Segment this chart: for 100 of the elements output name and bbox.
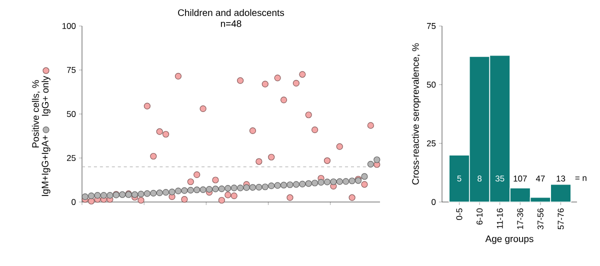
annotation: 13 — [556, 176, 566, 182]
point — [131, 191, 138, 198]
x-tick-label: 11-16 — [496, 208, 503, 228]
point — [299, 71, 306, 78]
y-tick-label: 25 — [66, 155, 76, 161]
point — [162, 130, 170, 138]
y-axis-title: Positive cells, % — [32, 80, 40, 148]
point — [286, 194, 294, 201]
point — [200, 105, 206, 112]
point — [212, 176, 219, 184]
point — [348, 178, 356, 184]
y-tick-label: 25 — [426, 140, 436, 146]
point — [361, 181, 368, 188]
legend-label: IgM+IgG+IgA+ — [42, 135, 50, 196]
point — [274, 74, 281, 82]
annotation: 8 — [478, 176, 482, 182]
point — [174, 188, 182, 194]
point — [256, 158, 262, 165]
point — [162, 189, 170, 196]
point — [187, 178, 194, 186]
point — [144, 102, 150, 110]
point — [156, 190, 163, 196]
chart-subtitle: n=48 — [220, 20, 242, 27]
point — [150, 190, 157, 196]
annotation: 47 — [536, 176, 545, 182]
point — [330, 178, 337, 186]
point — [292, 181, 300, 188]
point — [181, 187, 188, 194]
y-tick-label: 50 — [426, 82, 436, 88]
x-tick-label: 37-56 — [537, 208, 544, 230]
point — [312, 126, 318, 134]
point — [218, 196, 225, 204]
point — [206, 186, 213, 193]
x-tick-label: 0-5 — [456, 208, 462, 220]
point — [342, 178, 350, 185]
point — [280, 182, 288, 188]
point — [224, 184, 232, 192]
x-tick-label: 17-36 — [517, 208, 524, 230]
point — [280, 96, 288, 104]
point — [312, 180, 318, 186]
point — [144, 190, 150, 197]
point — [187, 186, 194, 194]
y-tick-label: 50 — [66, 111, 76, 117]
y-tick-label: 0 — [72, 199, 76, 205]
point — [324, 157, 331, 164]
point — [274, 182, 281, 189]
point — [268, 154, 275, 160]
y-tick-label: 0 — [432, 199, 436, 205]
point — [212, 186, 219, 192]
point — [138, 190, 144, 198]
point — [367, 160, 374, 168]
point — [361, 173, 368, 180]
point — [367, 122, 374, 129]
annotation: = n — [575, 176, 586, 181]
y-axis-title: Cross-reactive seroprevalence, % — [412, 43, 421, 185]
point — [138, 196, 144, 204]
point — [224, 192, 232, 198]
point — [82, 193, 88, 200]
point — [119, 191, 126, 198]
point — [256, 184, 262, 191]
x-axis-title: Age groups — [485, 236, 534, 244]
point — [292, 80, 300, 86]
point — [268, 182, 275, 190]
point — [286, 181, 294, 188]
point — [262, 80, 268, 88]
x-tick-label: 57-76 — [558, 208, 564, 230]
point — [324, 178, 331, 186]
point — [299, 180, 306, 188]
point — [237, 77, 244, 84]
y-tick-label: 75 — [427, 23, 436, 29]
point — [100, 192, 108, 199]
point — [106, 192, 114, 199]
point — [88, 192, 95, 200]
point — [168, 188, 176, 196]
point — [249, 184, 256, 191]
point — [200, 186, 206, 193]
point — [336, 178, 343, 185]
point — [336, 143, 343, 150]
point — [181, 196, 188, 203]
annotation: 107 — [514, 176, 527, 182]
point — [156, 128, 163, 135]
point — [262, 184, 268, 190]
annotation: 5 — [457, 176, 462, 182]
annotation: 35 — [495, 176, 504, 182]
point — [194, 186, 200, 194]
point — [150, 152, 157, 160]
point — [194, 171, 200, 178]
point — [88, 198, 95, 204]
chart-title: Children and adolescents — [178, 9, 284, 16]
point — [374, 156, 380, 164]
point — [230, 184, 238, 192]
point — [230, 192, 238, 200]
point — [305, 112, 312, 118]
point — [305, 180, 312, 187]
point — [218, 186, 225, 192]
legend-label: IgG+ only — [42, 76, 50, 116]
point — [318, 178, 324, 186]
y-tick-label: 75 — [66, 67, 76, 73]
point — [237, 184, 244, 192]
point — [174, 72, 182, 80]
